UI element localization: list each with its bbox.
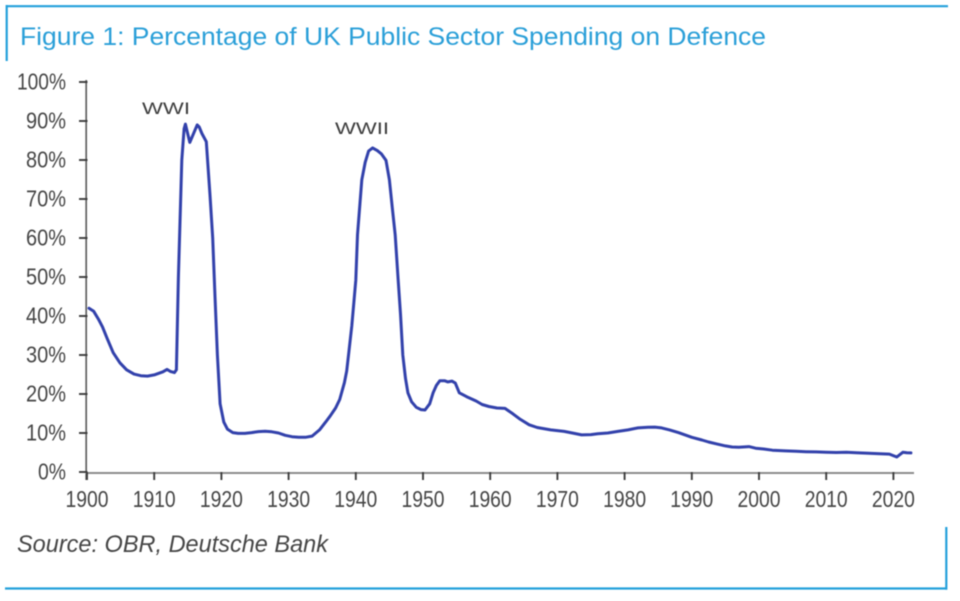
svg-text:0%: 0% bbox=[38, 459, 66, 485]
svg-text:90%: 90% bbox=[26, 108, 66, 134]
svg-text:1990: 1990 bbox=[670, 486, 713, 512]
svg-text:WWII: WWII bbox=[335, 119, 389, 138]
svg-text:50%: 50% bbox=[26, 264, 66, 290]
svg-text:80%: 80% bbox=[26, 147, 66, 173]
svg-text:1940: 1940 bbox=[334, 486, 377, 512]
svg-text:1910: 1910 bbox=[133, 486, 176, 512]
svg-text:20%: 20% bbox=[26, 381, 66, 407]
svg-text:40%: 40% bbox=[26, 303, 66, 329]
svg-text:10%: 10% bbox=[26, 420, 66, 446]
svg-text:Source: OBR, Deutsche Bank: Source: OBR, Deutsche Bank bbox=[17, 531, 330, 558]
svg-text:2020: 2020 bbox=[872, 486, 915, 512]
svg-text:70%: 70% bbox=[26, 186, 66, 212]
svg-text:60%: 60% bbox=[26, 225, 66, 251]
svg-text:2000: 2000 bbox=[738, 486, 781, 512]
svg-text:1930: 1930 bbox=[267, 486, 310, 512]
svg-text:1900: 1900 bbox=[66, 486, 109, 512]
svg-text:1970: 1970 bbox=[536, 486, 579, 512]
svg-text:100%: 100% bbox=[17, 69, 66, 95]
svg-text:30%: 30% bbox=[26, 342, 66, 368]
svg-text:Figure 1: Percentage of UK Pub: Figure 1: Percentage of UK Public Sector… bbox=[20, 23, 766, 51]
svg-text:1950: 1950 bbox=[402, 486, 445, 512]
svg-text:1960: 1960 bbox=[469, 486, 512, 512]
svg-text:1920: 1920 bbox=[200, 486, 243, 512]
svg-text:WWI: WWI bbox=[142, 99, 190, 118]
svg-text:1980: 1980 bbox=[603, 486, 646, 512]
svg-text:2010: 2010 bbox=[805, 486, 848, 512]
